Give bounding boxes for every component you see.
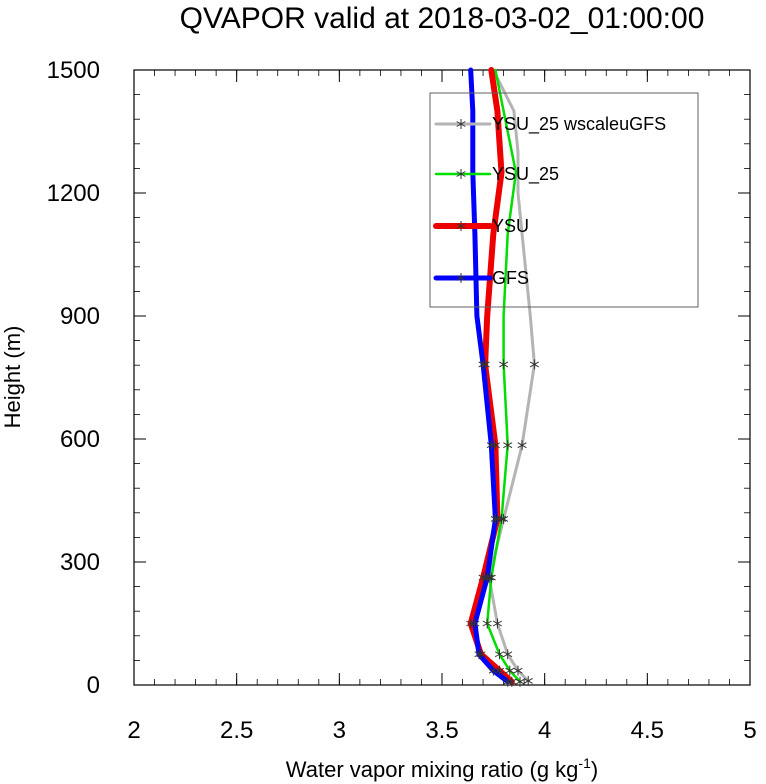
x-tick-label: 2.5 — [220, 717, 253, 744]
legend-label: GFS — [492, 268, 529, 288]
y-tick-label: 600 — [60, 426, 100, 453]
data-point — [474, 649, 484, 660]
legend-label: YSU_25 wscaleuGFS — [492, 114, 666, 135]
data-point — [517, 440, 527, 451]
y-tick-label: 900 — [60, 303, 100, 330]
x-tick-label: 2 — [127, 717, 140, 744]
x-tick-label: 5 — [743, 717, 756, 744]
data-point — [482, 618, 492, 629]
legend-marker — [456, 273, 466, 283]
data-point — [486, 572, 496, 583]
x-axis-label-main: Water vapor mixing ratio (g kg — [286, 757, 579, 782]
legend-label: YSU — [492, 216, 529, 236]
data-point — [494, 649, 505, 660]
data-point — [478, 572, 488, 583]
data-point — [515, 676, 525, 687]
legend-marker — [456, 221, 466, 231]
data-point — [480, 359, 490, 370]
data-point — [529, 359, 539, 370]
data-point — [492, 618, 503, 629]
y-tick-label: 1200 — [47, 180, 100, 207]
y-axis-label: Height (m) — [0, 326, 25, 429]
y-tick-label: 1500 — [47, 57, 100, 84]
data-point — [470, 618, 480, 629]
legend-marker — [456, 169, 466, 179]
legend-label: YSU_25 — [492, 164, 559, 185]
x-axis-label-close: ) — [591, 757, 598, 782]
axes: 2 2.5 3 3.5 4 4.5 5 0 300 600 900 1200 1500 — [47, 57, 757, 744]
data-point — [486, 440, 496, 451]
data-point — [492, 513, 503, 524]
data-point — [523, 675, 533, 686]
data-point — [476, 649, 486, 660]
x-tick-label: 3.5 — [425, 717, 458, 744]
data-point — [499, 359, 509, 370]
data-point — [466, 618, 476, 629]
x-axis-label: Water vapor mixing ratio (g kg-1) — [286, 755, 598, 782]
data-point — [490, 440, 500, 451]
data-point — [503, 649, 513, 660]
data-point — [503, 440, 513, 451]
x-axis-label-superscript: -1 — [578, 755, 591, 771]
series-layer — [466, 67, 539, 687]
x-tick-label: 3 — [333, 717, 346, 744]
legend-box — [429, 92, 699, 308]
data-point — [490, 513, 500, 524]
x-tick-label: 4 — [538, 717, 551, 744]
legend-marker — [456, 119, 466, 129]
data-point — [513, 665, 523, 676]
data-point — [482, 572, 492, 583]
data-point — [505, 665, 515, 676]
data-point — [488, 665, 498, 676]
data-point — [478, 359, 488, 370]
x-tick-label: 4.5 — [631, 717, 664, 744]
chart-title: QVAPOR valid at 2018-03-02_01:00:00 — [180, 2, 705, 35]
data-point — [507, 676, 517, 687]
data-point — [503, 676, 513, 687]
y-tick-label: 300 — [60, 549, 100, 576]
legend: YSU_25 wscaleuGFS YSU_25 YSU GFS — [429, 92, 699, 308]
y-tick-label: 0 — [87, 672, 100, 699]
